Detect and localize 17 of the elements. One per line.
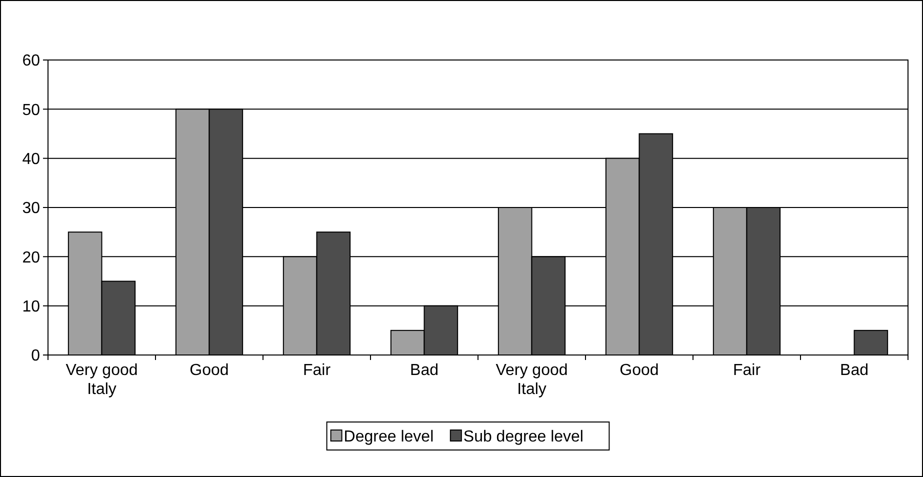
x-tick-label: Bad	[840, 362, 868, 379]
x-tick-label: Fair	[732, 362, 762, 379]
legend-label: Degree level	[344, 428, 434, 446]
y-tick-label: 50	[22, 102, 40, 119]
x-tick-label: Very good Italy	[496, 362, 568, 398]
legend-label: Sub degree level	[463, 428, 584, 446]
x-tick-label: Fair	[302, 362, 332, 379]
x-tick-label: Good	[190, 362, 229, 379]
y-tick-label: 10	[22, 298, 40, 316]
x-tick-label: Good	[620, 362, 659, 379]
y-tick-label: 30	[22, 200, 40, 218]
y-tick-label: 0	[31, 348, 40, 365]
x-tick-label: Very good Italy	[66, 362, 138, 398]
y-tick-label: 60	[22, 52, 40, 70]
y-tick-label: 40	[22, 150, 40, 168]
y-tick-label: 20	[22, 249, 40, 266]
x-tick-label: Bad	[410, 362, 438, 379]
